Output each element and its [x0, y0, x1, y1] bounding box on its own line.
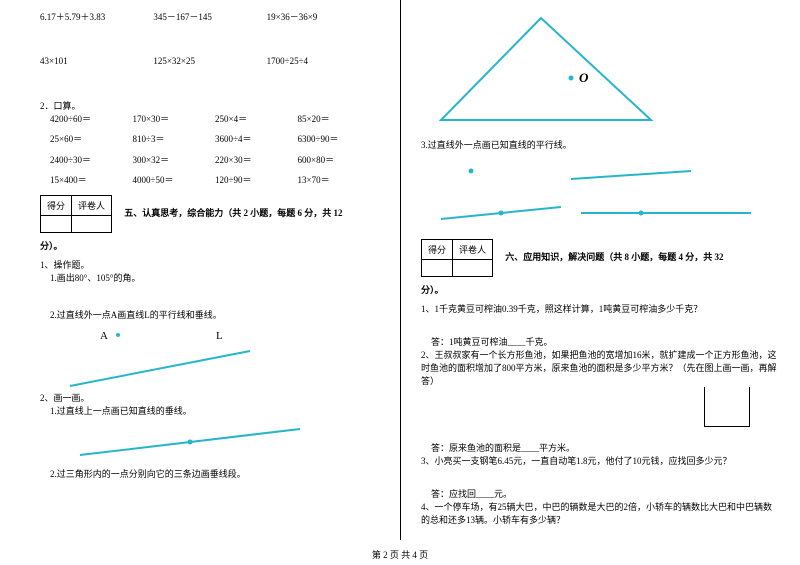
- triangle: [441, 18, 651, 120]
- label-L: L: [216, 330, 223, 342]
- q3-text: 3.过直线外一点画已知直线的平行线。: [421, 138, 780, 151]
- expr: 4000÷50＝: [133, 173, 216, 187]
- score-heading-row: 得分 评卷人 六、应用知识，解决问题（共 8 小题，每题 4 分，共 32: [421, 239, 780, 277]
- q6-4: 4、一个停车场，有25辆大巴，中巴的辆数是大巴的2倍，小轿车的辆数比大巴和中巴辆…: [421, 500, 780, 526]
- square-figure: [704, 387, 750, 427]
- expr: 170×30＝: [133, 112, 216, 126]
- q1-label: 1、操作题。: [40, 258, 380, 271]
- q2b-1: 1.过直线上一点画已知直线的垂线。: [50, 404, 380, 417]
- expr: 19×36－36×9: [267, 10, 380, 24]
- expr: 3600÷4＝: [215, 132, 298, 146]
- dot: [116, 333, 120, 337]
- expr: 125×32×25: [153, 54, 266, 68]
- q6-2: 2、王叔叔家有一个长方形鱼池，如果把鱼池的宽增加16米，就扩建成一个正方形鱼池，…: [421, 348, 780, 387]
- calc-row-2: 43×101 125×32×25 1700÷25÷4: [40, 54, 380, 68]
- q1-2: 2.过直线外一点A画直线L的平行线和垂线。: [50, 308, 380, 321]
- dot: [469, 169, 474, 174]
- expr: 85×20＝: [298, 112, 381, 126]
- expr: 25×60＝: [50, 132, 133, 146]
- triangle-figure: O: [421, 10, 780, 130]
- oral-row: 25×60＝ 810÷3＝ 3600÷4＝ 6300÷90＝: [50, 132, 380, 146]
- oral-row: 2400÷30＝ 300×32＝ 220×30＝ 600×80＝: [50, 153, 380, 167]
- score-cell: 评卷人: [453, 240, 493, 260]
- calc-row-1: 6.17＋5.79＋3.83 345－167－145 19×36－36×9: [40, 10, 380, 24]
- expr: 4200÷60＝: [50, 112, 133, 126]
- q6-2-ans: 答：原来鱼池的面积是____平方米。: [431, 441, 780, 454]
- page-footer: 第 2 页 共 4 页: [0, 544, 800, 565]
- expr: 345－167－145: [153, 10, 266, 24]
- q6-1-ans: 答：1吨黄豆可榨油____千克。: [431, 335, 780, 348]
- section-5-end: 分）。: [40, 239, 380, 252]
- score-cell: 得分: [41, 196, 72, 216]
- expr: 13×70＝: [298, 173, 381, 187]
- expr: 15×400＝: [50, 173, 133, 187]
- expr: 43×101: [40, 54, 153, 68]
- score-cell: 得分: [422, 240, 453, 260]
- expr: 120÷90＝: [215, 173, 298, 187]
- expr: 1700÷25÷4: [267, 54, 380, 68]
- dot: [569, 76, 574, 81]
- expr: 600×80＝: [298, 153, 381, 167]
- score-cell: 评卷人: [72, 196, 112, 216]
- q6-3: 3、小亮买一支钢笔6.45元，一直自动笔1.8元，他付了10元钱，应找回多少元？: [421, 454, 780, 467]
- q6-1: 1、1千克黄豆可榨油0.39千克，照这样计算，1吨黄豆可榨油多少千克？: [421, 302, 780, 315]
- expr: 6.17＋5.79＋3.83: [40, 10, 153, 24]
- q2-label: 2．口算。: [40, 99, 380, 112]
- line: [441, 207, 561, 219]
- section-6-end: 分）。: [421, 283, 780, 296]
- expr: 300×32＝: [133, 153, 216, 167]
- q1-1: 1.画出80°、105°的角。: [50, 271, 380, 284]
- expr: 2400÷30＝: [50, 153, 133, 167]
- expr: 6300÷90＝: [298, 132, 381, 146]
- line: [70, 351, 250, 386]
- expr: 810÷3＝: [133, 132, 216, 146]
- label-O: O: [579, 70, 589, 85]
- section-6-title: 六、应用知识，解决问题（共 8 小题，每题 4 分，共 32: [505, 252, 723, 262]
- line: [571, 171, 691, 179]
- score-table: 得分 评卷人: [421, 239, 493, 277]
- score-heading-row: 得分 评卷人 五、认真思考，综合能力（共 2 小题，每题 6 分，共 12: [40, 195, 380, 233]
- score-table: 得分 评卷人: [40, 195, 112, 233]
- q2b-label: 2、画一画。: [40, 391, 380, 404]
- label-A: A: [100, 330, 108, 342]
- expr: 220×30＝: [215, 153, 298, 167]
- oral-row: 4200÷60＝ 170×30＝ 250×4＝ 85×20＝: [50, 112, 380, 126]
- line-figure-1: A L: [40, 321, 380, 391]
- dot: [188, 440, 193, 445]
- line-figure-2: [40, 417, 380, 467]
- parallel-figure: [421, 151, 780, 231]
- oral-row: 15×400＝ 4000÷50＝ 120÷90＝ 13×70＝: [50, 173, 380, 187]
- section-5-title: 五、认真思考，综合能力（共 2 小题，每题 6 分，共 12: [124, 208, 342, 218]
- expr: 250×4＝: [215, 112, 298, 126]
- q6-3-ans: 答：应找回____元。: [431, 487, 780, 500]
- q2b-2: 2.过三角形内的一点分别向它的三条边画垂线段。: [50, 467, 380, 480]
